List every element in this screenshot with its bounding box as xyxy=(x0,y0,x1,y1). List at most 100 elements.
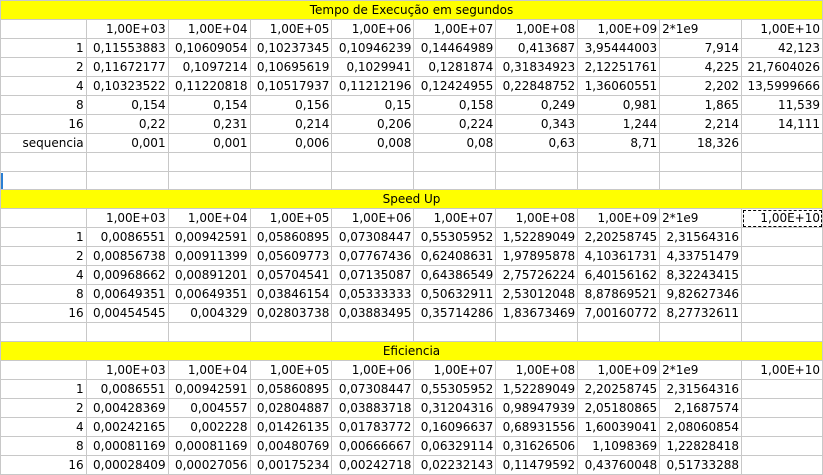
data-cell[interactable]: 8,27732611 xyxy=(659,303,743,324)
column-header-cell[interactable]: 1,00E+09 xyxy=(577,19,661,39)
data-cell[interactable]: 0,10695619 xyxy=(249,57,333,77)
empty-cell[interactable] xyxy=(85,322,169,343)
data-cell[interactable]: 0,1097214 xyxy=(167,57,251,77)
data-cell[interactable]: 0,008 xyxy=(331,133,415,153)
data-cell[interactable]: 0,343 xyxy=(495,114,579,134)
row-label-cell[interactable]: 16 xyxy=(0,303,87,324)
data-cell[interactable]: 0,00175234 xyxy=(249,455,333,475)
row-label-cell[interactable]: 2 xyxy=(0,57,87,77)
data-cell[interactable]: 0,07767436 xyxy=(331,246,415,267)
data-cell[interactable]: 0,00454545 xyxy=(85,303,169,324)
empty-cell[interactable] xyxy=(577,152,661,172)
empty-cell[interactable] xyxy=(249,152,333,172)
empty-cell[interactable] xyxy=(249,322,333,343)
data-cell[interactable] xyxy=(741,133,823,153)
empty-cell[interactable] xyxy=(167,152,251,172)
data-cell[interactable] xyxy=(741,436,823,457)
data-cell[interactable]: 0,1029941 xyxy=(331,57,415,77)
empty-cell[interactable] xyxy=(495,322,579,343)
data-cell[interactable]: 0,68931556 xyxy=(495,417,579,438)
data-cell[interactable] xyxy=(741,227,823,248)
data-cell[interactable]: 0,98947939 xyxy=(495,398,579,419)
data-cell[interactable]: 0,02804887 xyxy=(249,398,333,419)
data-cell[interactable]: 13,5999666 xyxy=(741,76,823,96)
column-header-cell[interactable]: 1,00E+03 xyxy=(85,360,169,381)
data-cell[interactable]: 0,004557 xyxy=(167,398,251,419)
data-cell[interactable] xyxy=(741,455,823,475)
data-cell[interactable]: 6,40156162 xyxy=(577,265,661,286)
data-cell[interactable]: 0,10237345 xyxy=(249,38,333,58)
data-cell[interactable]: 1,60039041 xyxy=(577,417,661,438)
data-cell[interactable]: 0,05860895 xyxy=(249,379,333,400)
data-cell[interactable]: 0,43760048 xyxy=(577,455,661,475)
data-cell[interactable]: 0,03883495 xyxy=(331,303,415,324)
empty-cell[interactable] xyxy=(495,170,579,191)
data-cell[interactable]: 0,11672177 xyxy=(85,57,169,77)
data-cell[interactable]: 0,64386549 xyxy=(413,265,497,286)
empty-cell[interactable] xyxy=(413,322,497,343)
data-cell[interactable]: 0,00968662 xyxy=(85,265,169,286)
data-cell[interactable]: 4,33751479 xyxy=(659,246,743,267)
column-header-cell[interactable]: 1,00E+10 xyxy=(741,208,823,229)
data-cell[interactable]: 0,01426135 xyxy=(249,417,333,438)
data-cell[interactable]: 0,214 xyxy=(249,114,333,134)
column-header-cell[interactable]: 1,00E+04 xyxy=(167,360,251,381)
data-cell[interactable]: 1,1098369 xyxy=(577,436,661,457)
data-cell[interactable]: 2,31564316 xyxy=(659,227,743,248)
data-cell[interactable]: 0,10517937 xyxy=(249,76,333,96)
data-cell[interactable]: 0,1281874 xyxy=(413,57,497,77)
data-cell[interactable]: 0,00081169 xyxy=(85,436,169,457)
section-title[interactable]: Eficiencia xyxy=(0,341,823,362)
data-cell[interactable] xyxy=(741,284,823,305)
data-cell[interactable]: 2,214 xyxy=(659,114,743,134)
data-cell[interactable]: 3,95444003 xyxy=(577,38,661,58)
data-cell[interactable]: 2,05180865 xyxy=(577,398,661,419)
data-cell[interactable]: 1,97895878 xyxy=(495,246,579,267)
data-cell[interactable]: 2,31564316 xyxy=(659,379,743,400)
data-cell[interactable] xyxy=(741,417,823,438)
empty-cell[interactable] xyxy=(741,322,823,343)
column-header-cell[interactable]: 1,00E+03 xyxy=(85,208,169,229)
empty-cell[interactable] xyxy=(495,152,579,172)
data-cell[interactable]: 0,00649351 xyxy=(85,284,169,305)
data-cell[interactable]: 0,00891201 xyxy=(167,265,251,286)
empty-cell[interactable] xyxy=(659,322,743,343)
column-header-cell[interactable] xyxy=(0,19,87,39)
data-cell[interactable]: 0,55305952 xyxy=(413,227,497,248)
data-cell[interactable]: 4,225 xyxy=(659,57,743,77)
data-cell[interactable]: 2,08060854 xyxy=(659,417,743,438)
column-header-cell[interactable]: 2*1e9 xyxy=(659,19,743,39)
empty-cell[interactable] xyxy=(331,152,415,172)
section-title[interactable]: Speed Up xyxy=(0,189,823,210)
data-cell[interactable]: 2,53012048 xyxy=(495,284,579,305)
data-cell[interactable]: 2,20258745 xyxy=(577,379,661,400)
data-cell[interactable]: 0,156 xyxy=(249,95,333,115)
column-header-cell[interactable]: 2*1e9 xyxy=(659,360,743,381)
column-header-cell[interactable]: 1,00E+09 xyxy=(577,360,661,381)
column-header-cell[interactable]: 1,00E+06 xyxy=(331,208,415,229)
row-label-cell[interactable]: 2 xyxy=(0,398,87,419)
data-cell[interactable]: 21,7604026 xyxy=(741,57,823,77)
data-cell[interactable]: 0,154 xyxy=(85,95,169,115)
data-cell[interactable]: 8,32243415 xyxy=(659,265,743,286)
data-cell[interactable]: 0,05704541 xyxy=(249,265,333,286)
data-cell[interactable]: 0,31834923 xyxy=(495,57,579,77)
empty-cell[interactable] xyxy=(331,170,415,191)
empty-cell[interactable] xyxy=(0,322,87,343)
data-cell[interactable]: 0,03883718 xyxy=(331,398,415,419)
data-cell[interactable]: 8,87869521 xyxy=(577,284,661,305)
data-cell[interactable]: 0,154 xyxy=(167,95,251,115)
data-cell[interactable]: 2,202 xyxy=(659,76,743,96)
empty-cell[interactable] xyxy=(741,170,823,191)
data-cell[interactable]: 0,00028409 xyxy=(85,455,169,475)
data-cell[interactable]: 0,10323522 xyxy=(85,76,169,96)
data-cell[interactable]: 0,05860895 xyxy=(249,227,333,248)
column-header-cell[interactable]: 2*1e9 xyxy=(659,208,743,229)
data-cell[interactable]: 0,981 xyxy=(577,95,661,115)
empty-cell[interactable] xyxy=(577,322,661,343)
data-cell[interactable]: 0,22 xyxy=(85,114,169,134)
data-cell[interactable]: 0,231 xyxy=(167,114,251,134)
data-cell[interactable]: 0,14464989 xyxy=(413,38,497,58)
row-label-cell[interactable]: 1 xyxy=(0,227,87,248)
column-header-cell[interactable]: 1,00E+08 xyxy=(495,19,579,39)
